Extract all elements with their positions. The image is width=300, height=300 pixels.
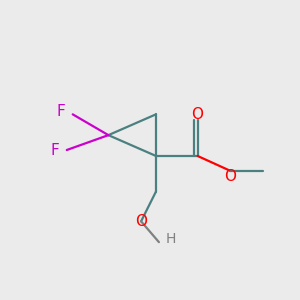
Text: F: F: [50, 142, 59, 158]
Text: H: H: [166, 232, 176, 246]
Text: O: O: [135, 214, 147, 229]
Text: O: O: [224, 169, 236, 184]
Text: F: F: [56, 104, 65, 119]
Text: O: O: [192, 107, 204, 122]
